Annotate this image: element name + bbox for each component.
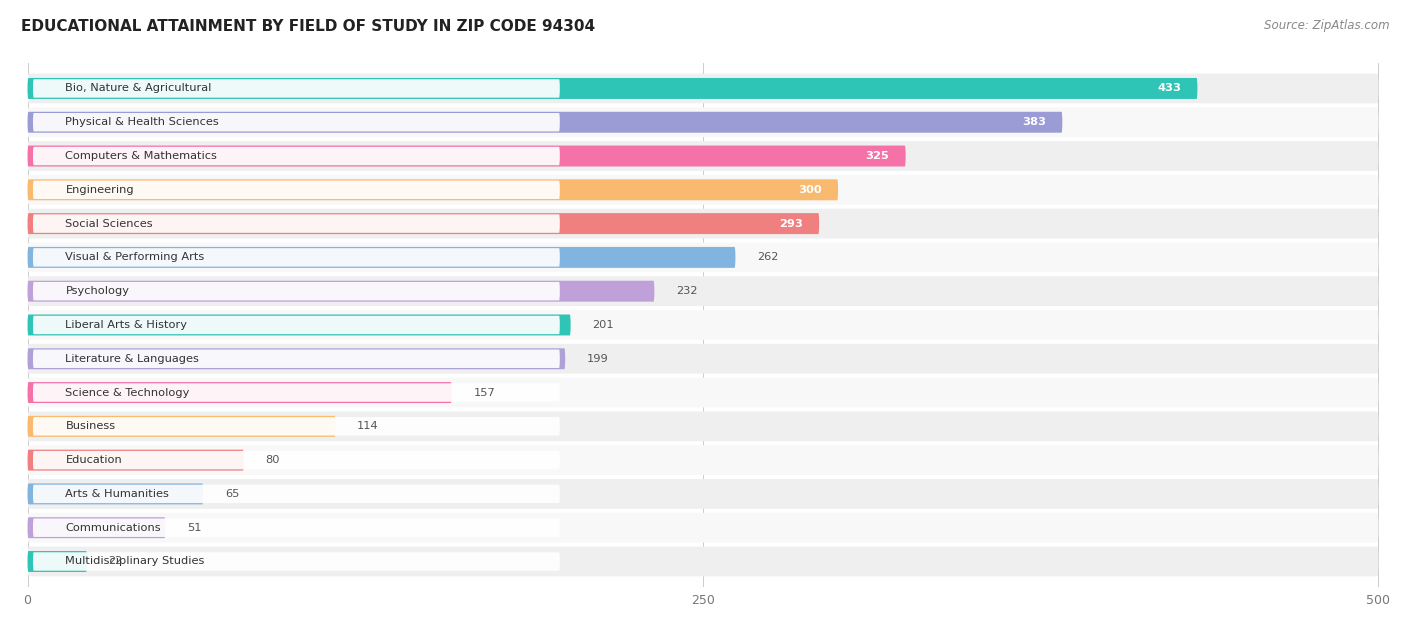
FancyBboxPatch shape (28, 209, 1378, 239)
FancyBboxPatch shape (32, 316, 560, 334)
FancyBboxPatch shape (28, 513, 1378, 543)
Text: Psychology: Psychology (66, 286, 129, 296)
Text: 114: 114 (357, 422, 378, 432)
FancyBboxPatch shape (28, 310, 1378, 340)
FancyBboxPatch shape (32, 282, 560, 300)
FancyBboxPatch shape (28, 141, 1378, 171)
FancyBboxPatch shape (28, 314, 571, 336)
Text: Bio, Nature & Agricultural: Bio, Nature & Agricultural (66, 83, 212, 93)
FancyBboxPatch shape (28, 78, 1198, 99)
Text: Literature & Languages: Literature & Languages (66, 354, 200, 363)
Text: Social Sciences: Social Sciences (66, 218, 153, 228)
Text: EDUCATIONAL ATTAINMENT BY FIELD OF STUDY IN ZIP CODE 94304: EDUCATIONAL ATTAINMENT BY FIELD OF STUDY… (21, 19, 595, 34)
FancyBboxPatch shape (32, 147, 560, 165)
Text: 232: 232 (676, 286, 697, 296)
Text: Liberal Arts & History: Liberal Arts & History (66, 320, 187, 330)
Text: 201: 201 (592, 320, 614, 330)
Text: 65: 65 (225, 489, 239, 499)
Text: 262: 262 (756, 252, 779, 262)
FancyBboxPatch shape (28, 450, 243, 471)
FancyBboxPatch shape (32, 552, 560, 570)
FancyBboxPatch shape (28, 281, 654, 302)
FancyBboxPatch shape (28, 112, 1063, 133)
Text: 325: 325 (866, 151, 890, 161)
FancyBboxPatch shape (32, 80, 560, 98)
Text: Physical & Health Sciences: Physical & Health Sciences (66, 117, 219, 127)
Text: 300: 300 (799, 185, 823, 195)
Text: Computers & Mathematics: Computers & Mathematics (66, 151, 218, 161)
Text: 157: 157 (474, 387, 495, 398)
FancyBboxPatch shape (28, 382, 451, 403)
Text: Communications: Communications (66, 522, 162, 533)
Text: Business: Business (66, 422, 115, 432)
FancyBboxPatch shape (28, 242, 1378, 272)
Text: 293: 293 (779, 218, 803, 228)
FancyBboxPatch shape (28, 416, 336, 437)
FancyBboxPatch shape (32, 350, 560, 368)
Text: Visual & Performing Arts: Visual & Performing Arts (66, 252, 205, 262)
FancyBboxPatch shape (28, 551, 87, 572)
FancyBboxPatch shape (28, 546, 1378, 576)
FancyBboxPatch shape (28, 479, 1378, 509)
FancyBboxPatch shape (28, 517, 166, 538)
FancyBboxPatch shape (28, 213, 820, 234)
FancyBboxPatch shape (28, 146, 905, 167)
Text: 433: 433 (1157, 83, 1181, 93)
FancyBboxPatch shape (32, 215, 560, 233)
FancyBboxPatch shape (28, 378, 1378, 408)
FancyBboxPatch shape (32, 180, 560, 199)
Text: Source: ZipAtlas.com: Source: ZipAtlas.com (1264, 19, 1389, 32)
FancyBboxPatch shape (32, 485, 560, 503)
FancyBboxPatch shape (32, 451, 560, 469)
FancyBboxPatch shape (28, 483, 204, 504)
Text: 51: 51 (187, 522, 201, 533)
FancyBboxPatch shape (32, 113, 560, 131)
FancyBboxPatch shape (28, 445, 1378, 475)
FancyBboxPatch shape (28, 276, 1378, 306)
FancyBboxPatch shape (32, 417, 560, 435)
FancyBboxPatch shape (32, 519, 560, 537)
FancyBboxPatch shape (28, 74, 1378, 103)
Text: 199: 199 (586, 354, 609, 363)
Text: Multidisciplinary Studies: Multidisciplinary Studies (66, 557, 205, 567)
FancyBboxPatch shape (28, 175, 1378, 204)
Text: 22: 22 (108, 557, 122, 567)
FancyBboxPatch shape (28, 179, 838, 200)
FancyBboxPatch shape (28, 411, 1378, 441)
Text: Arts & Humanities: Arts & Humanities (66, 489, 169, 499)
FancyBboxPatch shape (32, 383, 560, 402)
FancyBboxPatch shape (32, 248, 560, 267)
FancyBboxPatch shape (28, 344, 1378, 374)
FancyBboxPatch shape (28, 348, 565, 369)
Text: 383: 383 (1022, 117, 1046, 127)
Text: 80: 80 (266, 455, 280, 465)
FancyBboxPatch shape (28, 247, 735, 268)
Text: Science & Technology: Science & Technology (66, 387, 190, 398)
FancyBboxPatch shape (28, 107, 1378, 137)
Text: Engineering: Engineering (66, 185, 134, 195)
Text: Education: Education (66, 455, 122, 465)
